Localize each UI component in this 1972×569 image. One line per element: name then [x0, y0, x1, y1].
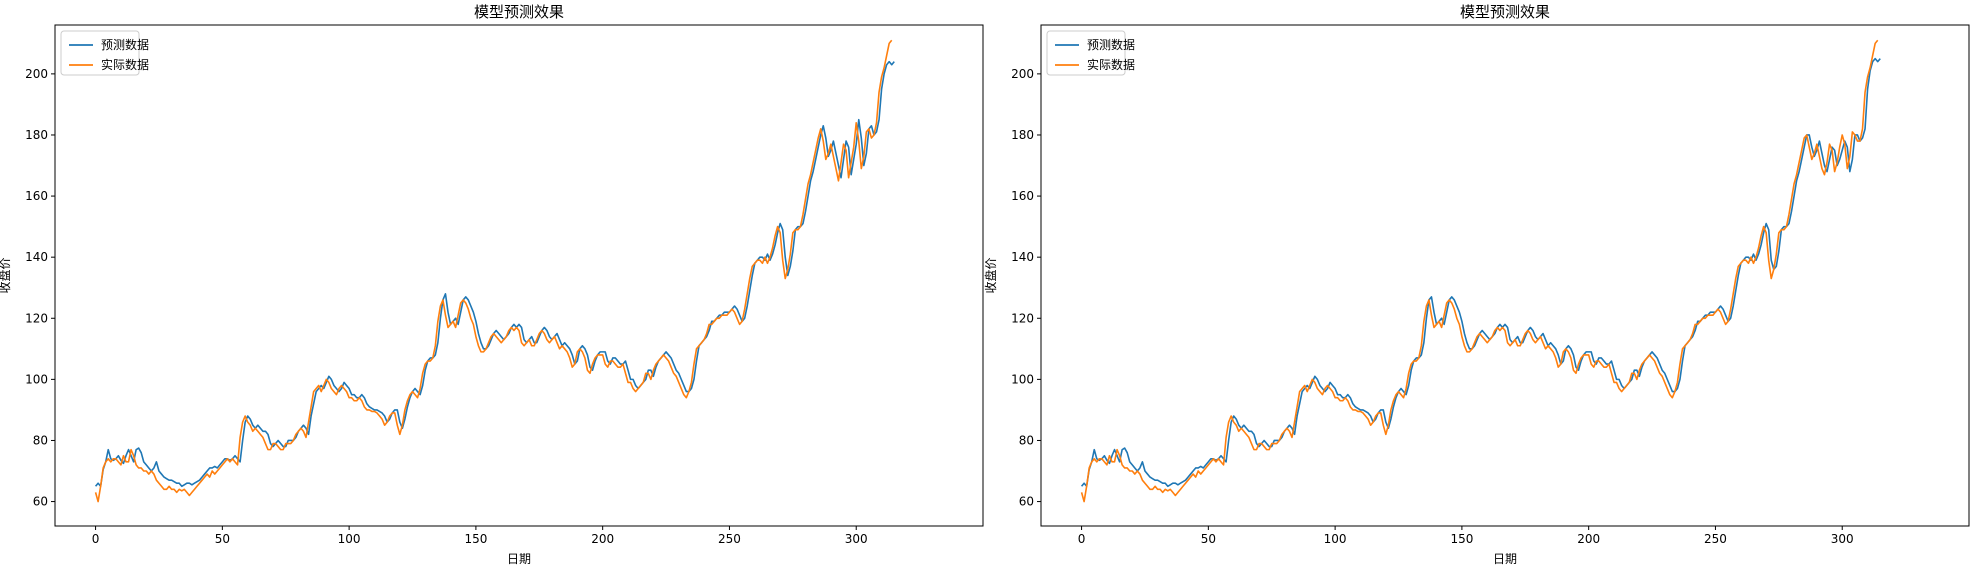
series-line-1	[1080, 57, 1881, 488]
x-tick-label: 150	[464, 532, 487, 546]
y-tick-label: 140	[1011, 250, 1034, 264]
legend-label-1: 预测数据	[101, 37, 149, 52]
plot-frame	[54, 24, 984, 527]
x-tick-label: 50	[215, 532, 230, 546]
x-tick-label: 0	[1078, 532, 1086, 546]
y-tick-label: 60	[33, 495, 48, 509]
series-line-1	[94, 60, 895, 488]
legend-label-1: 预测数据	[1087, 37, 1135, 52]
legend-label-2: 实际数据	[101, 57, 149, 72]
x-tick-label: 200	[1577, 532, 1600, 546]
y-tick-label: 80	[33, 433, 48, 447]
y-tick-label: 160	[25, 189, 48, 203]
y-tick-label: 200	[1011, 67, 1034, 81]
y-tick-label: 100	[1011, 372, 1034, 386]
y-tick-label: 180	[1011, 128, 1034, 142]
x-tick-label: 300	[1831, 532, 1854, 546]
series-line-2	[1080, 39, 1879, 503]
x-tick-label: 100	[338, 532, 361, 546]
y-tick-label: 160	[1011, 189, 1034, 203]
y-tick-label: 120	[25, 311, 48, 325]
chart-panel-1: 模型预测效果 0 50 100 150 200 250 300 60 80 100 120 140 160…	[0, 3, 984, 566]
x-tick-label: 0	[92, 532, 100, 546]
x-tick-label: 300	[845, 532, 868, 546]
x-axis-label: 日期	[507, 552, 531, 565]
y-tick-label: 140	[25, 250, 48, 264]
y-axis-label: 收盘价	[983, 257, 998, 293]
chart-title: 模型预测效果	[474, 3, 564, 21]
y-tick-label: 80	[1019, 433, 1034, 447]
x-tick-label: 250	[718, 532, 741, 546]
series-line-2	[94, 39, 893, 503]
x-tick-label: 50	[1201, 532, 1216, 546]
x-tick-label: 250	[1704, 532, 1727, 546]
legend-frame	[1046, 30, 1126, 76]
x-tick-label: 150	[1450, 532, 1473, 546]
chart-panel-2: 模型预测效果 0 50 100 150 200 250 300 60 80 100 120 140 160…	[983, 3, 1970, 566]
x-tick-label: 100	[1324, 532, 1347, 546]
chart-title: 模型预测效果	[1460, 3, 1550, 21]
y-tick-label: 200	[25, 67, 48, 81]
legend-label-2: 实际数据	[1087, 57, 1135, 72]
legend-frame	[60, 30, 140, 76]
y-tick-label: 100	[25, 372, 48, 386]
plot-frame	[1040, 24, 1970, 527]
y-tick-label: 60	[1019, 495, 1034, 509]
y-tick-label: 120	[1011, 311, 1034, 325]
y-axis-label: 收盘价	[0, 257, 12, 293]
y-tick-label: 180	[25, 128, 48, 142]
x-tick-label: 200	[591, 532, 614, 546]
x-axis-label: 日期	[1493, 552, 1517, 565]
